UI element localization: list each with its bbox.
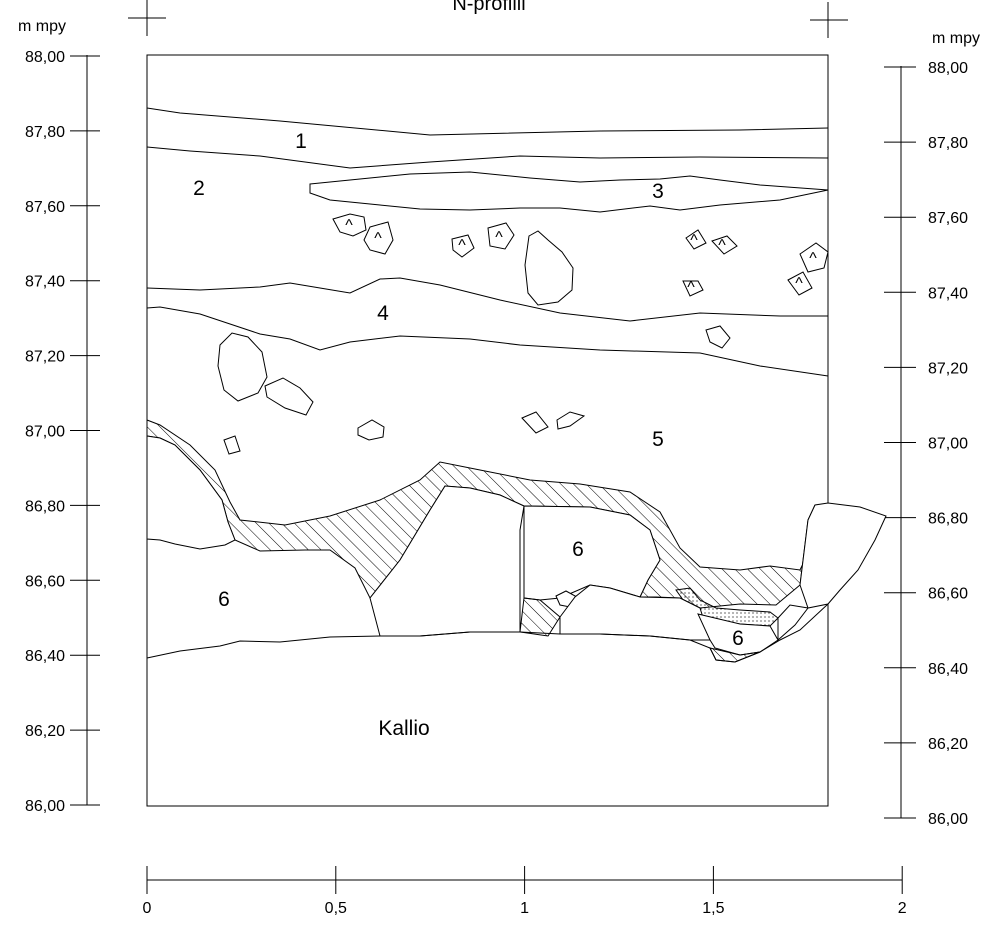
- layer-labels: 1 2 3 4 5 6 6 6 Kallio: [193, 130, 744, 740]
- bottom-distance-axis: 0 0,5 1 1,5 2: [143, 866, 907, 917]
- bottom-axis-tick-label: 1: [520, 900, 529, 917]
- left-axis-tick-label: 87,20: [25, 349, 65, 366]
- stones-upper: [332, 213, 829, 349]
- right-axis-tick-label: 87,80: [928, 135, 968, 152]
- left-axis-tick-label: 86,20: [25, 723, 65, 740]
- stone-mark: ^: [690, 232, 698, 249]
- bottom-axis-tick-label: 2: [898, 900, 907, 917]
- layer-boundaries: [146, 107, 829, 377]
- right-axis-tick-label: 87,00: [928, 436, 968, 453]
- right-axis-tick-label: 88,00: [928, 60, 968, 77]
- profile-title: N-profiili: [452, 0, 525, 15]
- survey-cross-left: [128, 0, 166, 36]
- right-axis-tick-label: 87,40: [928, 285, 968, 302]
- bedrock-label: Kallio: [378, 717, 429, 740]
- bottom-axis-tick-label: 1,5: [702, 900, 724, 917]
- left-elevation-axis: m mpy 88,00 87,80 87,60 87,40 87,20 87,00 86,8…: [18, 18, 100, 815]
- stone-mark: ^: [687, 279, 695, 296]
- left-axis-tick-label: 88,00: [25, 49, 65, 66]
- left-axis-tick-label: 87,80: [25, 124, 65, 141]
- bedrock-boundary: [146, 603, 829, 663]
- stone-mark: ^: [374, 230, 382, 247]
- stone-mark: ^: [495, 229, 503, 246]
- stone-marks: ^ ^ ^ ^ ^ ^ ^ ^ ^: [345, 217, 817, 296]
- stone-mark: ^: [809, 250, 817, 267]
- left-axis-tick-label: 87,40: [25, 274, 65, 291]
- layer-label-3: 3: [652, 180, 664, 203]
- left-axis-tick-label: 86,40: [25, 648, 65, 665]
- right-axis-tick-label: 87,60: [928, 210, 968, 227]
- layer3-lens: [309, 171, 829, 213]
- bottom-axis-tick-label: 0: [143, 900, 152, 917]
- stone-mark: ^: [458, 237, 466, 254]
- stone-mark: ^: [795, 275, 803, 292]
- stone-mark: ^: [718, 237, 726, 254]
- bottom-axis-tick-label: 0,5: [325, 900, 347, 917]
- left-axis-tick-label: 87,00: [25, 424, 65, 441]
- left-axis-tick-label: 87,60: [25, 199, 65, 216]
- right-axis-unit: m mpy: [932, 30, 980, 47]
- left-axis-tick-label: 86,00: [25, 798, 65, 815]
- layer-label-5: 5: [652, 428, 664, 451]
- layer6-blocks: [146, 435, 887, 663]
- right-axis-tick-label: 86,40: [928, 661, 968, 678]
- stone-mark: ^: [345, 217, 353, 234]
- right-elevation-axis: m mpy 88,00 87,80 87,60 87,40 87,20 87,00 86,8…: [884, 30, 980, 828]
- layer-label-2: 2: [193, 177, 205, 200]
- profile-frame: [146, 54, 829, 807]
- layer-label-6c: 6: [732, 627, 744, 650]
- layer-label-6a: 6: [572, 538, 584, 561]
- right-axis-tick-label: 87,20: [928, 360, 968, 377]
- right-axis-tick-label: 86,00: [928, 811, 968, 828]
- layer-label-6b: 6: [218, 588, 230, 611]
- left-axis-tick-label: 86,60: [25, 573, 65, 590]
- right-axis-tick-label: 86,20: [928, 736, 968, 753]
- right-axis-tick-label: 86,80: [928, 511, 968, 528]
- left-axis-unit: m mpy: [18, 18, 66, 35]
- survey-cross-right: [810, 2, 848, 38]
- right-axis-tick-label: 86,60: [928, 586, 968, 603]
- left-axis-tick-label: 86,80: [25, 498, 65, 515]
- layer-label-1: 1: [295, 130, 307, 153]
- stones-layer5: [217, 332, 586, 455]
- layer-label-4: 4: [377, 302, 389, 325]
